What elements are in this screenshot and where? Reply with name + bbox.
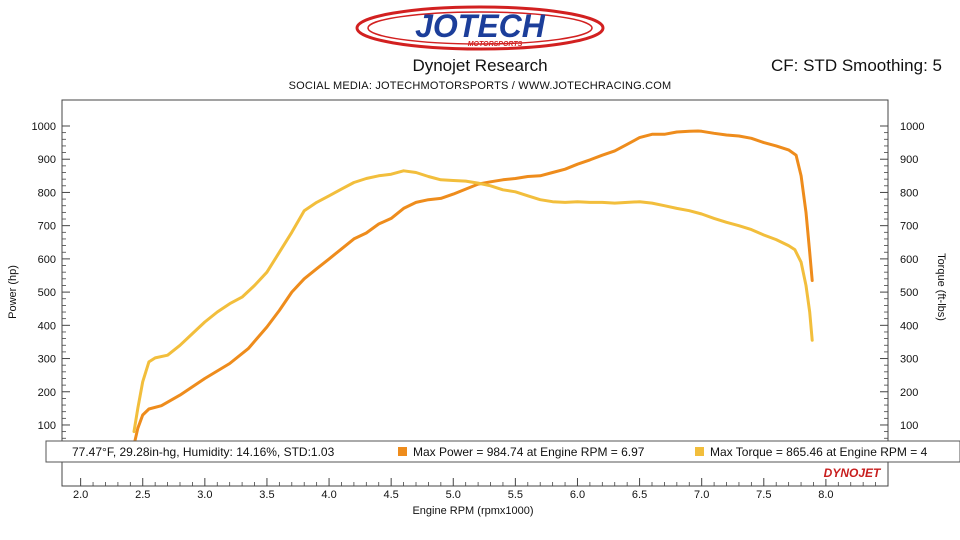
x-tick-label: 7.5 [756, 489, 771, 501]
x-tick-label: 2.5 [135, 489, 150, 501]
x-tick-label: 2.0 [73, 489, 88, 501]
dynojet-brand-text: DYNOJET [824, 466, 882, 480]
x-tick-label: 3.0 [197, 489, 212, 501]
plot-border [61, 99, 889, 487]
x-axis: 2.0 2.5 3.0 3.5 4.0 4.5 5.0 5.5 6.0 6.5 7.0 7.5 8.0 [73, 478, 876, 501]
correction-factor: CF: STD Smoothing: 5 [770, 56, 942, 75]
curves [132, 129, 814, 447]
chart-title: Dynojet Research [412, 56, 548, 75]
y-left-axis: 100 200 300 400 500 600 700 800 900 1000 [32, 121, 70, 452]
social-media-line: SOCIAL MEDIA: JOTECHMOTORSPORTS / WWW.JO… [288, 80, 672, 92]
legend-torque-label: Max Torque = 865.46 at Engine RPM = 4 [710, 445, 928, 459]
y-right-tick-label: 500 [900, 287, 918, 299]
legend-conditions: 77.47°F, 29.28in-hg, Humidity: 14.16%, S… [72, 445, 335, 459]
y-right-tick-label: 800 [900, 187, 918, 199]
y-left-axis-title: Power (hp) [7, 265, 19, 319]
x-tick-label: 5.5 [508, 489, 523, 501]
y-left-tick-label: 200 [38, 387, 56, 399]
y-right-tick-label: 200 [900, 387, 918, 399]
y-right-tick-label: 900 [900, 154, 918, 166]
legend-torque-swatch [695, 447, 704, 456]
y-right-tick-label: 400 [900, 320, 918, 332]
y-left-tick-label: 500 [38, 287, 56, 299]
y-right-tick-label: 300 [900, 354, 918, 366]
x-tick-label: 4.0 [321, 489, 336, 501]
legend-power-label: Max Power = 984.74 at Engine RPM = 6.97 [413, 445, 645, 459]
plot-frame [61, 99, 889, 487]
x-tick-label: 5.0 [446, 489, 461, 501]
y-left-tick-label: 900 [38, 154, 56, 166]
jotech-logo: JOTECH MOTORSPORTS [355, 5, 605, 51]
dynojet-brand: DYNOJET [818, 465, 886, 480]
legend-power-swatch [398, 447, 407, 456]
y-right-tick-label: 1000 [900, 121, 924, 133]
x-axis-title: Engine RPM (rpmx1000) [412, 505, 533, 517]
legend-bar: 77.47°F, 29.28in-hg, Humidity: 14.16%, S… [45, 440, 960, 463]
y-left-tick-label: 400 [38, 320, 56, 332]
y-right-axis-title: Torque (ft-lbs) [935, 253, 947, 321]
x-tick-label: 4.5 [384, 489, 399, 501]
y-left-tick-label: 700 [38, 221, 56, 233]
logo-subtext: MOTORSPORTS [468, 41, 523, 48]
y-left-tick-label: 1000 [32, 121, 56, 133]
y-left-tick-label: 600 [38, 254, 56, 266]
y-left-tick-label: 100 [38, 420, 56, 432]
logo-text: JOTECH [415, 8, 546, 44]
torque-curve [132, 169, 814, 434]
y-left-tick-label: 800 [38, 187, 56, 199]
x-tick-label: 3.5 [259, 489, 274, 501]
y-right-tick-label: 100 [900, 420, 918, 432]
y-right-tick-label: 700 [900, 221, 918, 233]
y-right-tick-label: 600 [900, 254, 918, 266]
x-tick-label: 8.0 [818, 489, 833, 501]
y-right-axis: 100 200 300 400 500 600 700 800 900 1000 [880, 121, 924, 452]
x-tick-label: 6.5 [632, 489, 647, 501]
x-tick-label: 7.0 [694, 489, 709, 501]
x-tick-label: 6.0 [570, 489, 585, 501]
y-left-tick-label: 300 [38, 354, 56, 366]
power-curve [132, 129, 814, 447]
